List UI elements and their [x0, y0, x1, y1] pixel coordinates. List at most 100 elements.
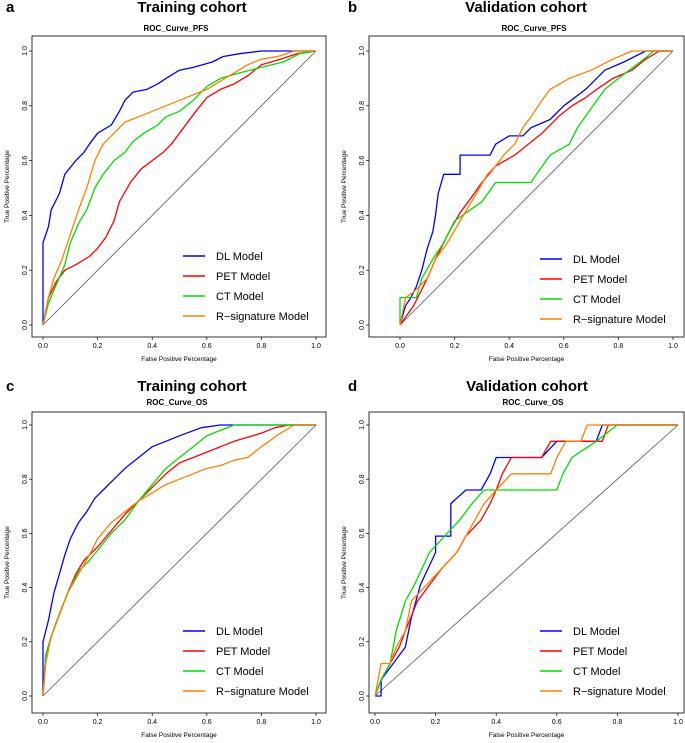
x-axis-label: False Positive Percentage: [141, 732, 217, 739]
panel-subtitle: ROC_Curve_PFS: [502, 24, 568, 33]
legend-label: CT Model: [573, 666, 620, 678]
legend: DL Model PET Model CT Model R−signature Mod…: [183, 251, 309, 323]
y-tick-label: 0.2: [359, 637, 366, 647]
roc-panel-d: d Validation cohort ROC_Curve_OS 0.0 0.2 0.4 0…: [341, 378, 685, 739]
y-tick-label: 0.8: [22, 474, 29, 484]
roc-panel-b: b Validation cohort ROC_Curve_PFS 0.0 0.2 0.4…: [341, 0, 685, 363]
roc-line-dl-model: [42, 50, 316, 325]
x-tick-label: 0.6: [559, 343, 569, 350]
y-tick-label: 0.2: [22, 265, 29, 275]
legend: DL Model PET Model CT Model R−signature Mod…: [540, 254, 666, 326]
x-tick-label: 0.4: [147, 719, 157, 726]
y-tick-label: 0.0: [359, 691, 366, 701]
legend-label: CT Model: [216, 291, 263, 303]
x-tick-label: 0.8: [257, 343, 267, 350]
y-tick-label: 0.6: [359, 156, 366, 166]
legend-label: R−signature Model: [216, 311, 309, 323]
panel-letter: c: [6, 378, 14, 395]
panel-letter: d: [348, 378, 357, 395]
y-tick-label: 0.4: [22, 583, 29, 593]
x-tick-label: 0.0: [38, 343, 48, 350]
legend-label: DL Model: [216, 251, 263, 263]
diagonal-reference-line: [399, 50, 674, 326]
legend: DL Model PET Model CT Model R−signature Mod…: [540, 626, 666, 698]
roc-panel-c: c Training cohort ROC_Curve_OS 0.0 0.2 0.4 0.6…: [4, 378, 327, 739]
panel-subtitle: ROC_Curve_PFS: [144, 24, 210, 33]
y-tick-label: 0.6: [22, 528, 29, 538]
x-tick-label: 0.6: [202, 343, 212, 350]
legend-label: R−signature Model: [573, 686, 666, 698]
legend-label: CT Model: [573, 294, 620, 306]
panel-letter: b: [348, 0, 357, 16]
panel-subtitle: ROC_Curve_OS: [147, 398, 209, 407]
x-tick-label: 0.8: [614, 343, 624, 350]
legend-label: PET Model: [216, 646, 270, 658]
x-tick-label: 0.8: [613, 719, 623, 726]
roc-line-ct-model: [42, 50, 317, 326]
y-tick-label: 0.2: [359, 265, 366, 275]
panel-subtitle: ROC_Curve_OS: [503, 398, 565, 407]
x-tick-label: 1.0: [311, 719, 321, 726]
y-axis-label: True Positive Percentage: [4, 526, 11, 599]
panel-title: Validation cohort: [465, 0, 587, 16]
y-axis-label: True Positive Percentage: [4, 150, 11, 223]
x-tick-label: 0.2: [93, 719, 103, 726]
y-tick-label: 0.4: [22, 210, 29, 220]
legend-label: PET Model: [573, 274, 627, 286]
x-tick-label: 0.2: [450, 343, 460, 350]
y-tick-label: 0.2: [22, 637, 29, 647]
roc-panel-a: a Training cohort ROC_Curve_PFS 0.0 0.2 0.4 0.…: [4, 0, 327, 363]
legend-label: DL Model: [216, 626, 263, 638]
y-tick-label: 0.6: [359, 528, 366, 538]
x-tick-label: 0.4: [147, 343, 157, 350]
roc-line-r-signature-model: [42, 50, 316, 326]
plot-frame: [31, 411, 327, 714]
y-tick-label: 0.6: [22, 156, 29, 166]
x-axis-label: False Positive Percentage: [489, 732, 565, 739]
y-tick-label: 1.0: [359, 420, 366, 430]
panel-title: Training cohort: [137, 378, 246, 395]
legend-label: R−signature Model: [216, 686, 309, 698]
panel-title: Validation cohort: [466, 378, 588, 395]
roc-line-ct-model: [374, 424, 678, 697]
x-tick-label: 0.6: [552, 719, 562, 726]
panel-letter: a: [6, 0, 15, 16]
y-tick-label: 0.8: [22, 101, 29, 111]
x-tick-label: 0.4: [491, 719, 501, 726]
x-tick-label: 1.0: [311, 343, 321, 350]
y-tick-label: 0.4: [359, 210, 366, 220]
y-tick-label: 0.8: [359, 474, 366, 484]
x-tick-label: 0.8: [257, 719, 267, 726]
roc-line-dl-model: [42, 424, 316, 696]
y-tick-label: 0.0: [359, 320, 366, 330]
roc-line-r-signature-model: [374, 424, 678, 697]
legend-label: R−signature Model: [573, 314, 666, 326]
legend-label: DL Model: [573, 626, 620, 638]
x-tick-label: 0.6: [202, 719, 212, 726]
legend: DL Model PET Model CT Model R−signature Mod…: [183, 626, 309, 698]
roc-line-r-signature-model: [42, 424, 316, 697]
diagonal-reference-line: [42, 50, 317, 326]
plot-frame: [31, 35, 327, 338]
legend-label: CT Model: [216, 666, 263, 678]
x-tick-label: 0.2: [431, 719, 441, 726]
plot-frame: [368, 35, 685, 338]
roc-line-dl-model: [375, 424, 678, 697]
y-axis-label: True Positive Percentage: [341, 526, 348, 599]
y-tick-label: 1.0: [359, 46, 366, 56]
diagonal-reference-line: [42, 424, 317, 697]
y-tick-label: 0.4: [359, 583, 366, 593]
roc-line-ct-model: [399, 50, 673, 325]
y-tick-label: 0.0: [22, 691, 29, 701]
y-tick-label: 0.0: [22, 320, 29, 330]
x-tick-label: 0.0: [38, 719, 48, 726]
y-axis-label: True Positive Percentage: [341, 150, 348, 223]
y-tick-label: 0.8: [359, 101, 366, 111]
x-tick-label: 0.0: [370, 719, 380, 726]
y-tick-label: 1.0: [22, 46, 29, 56]
roc-line-dl-model: [399, 50, 673, 326]
x-tick-label: 0.4: [504, 343, 514, 350]
roc-line-r-signature-model: [399, 50, 673, 326]
legend-label: PET Model: [216, 271, 270, 283]
